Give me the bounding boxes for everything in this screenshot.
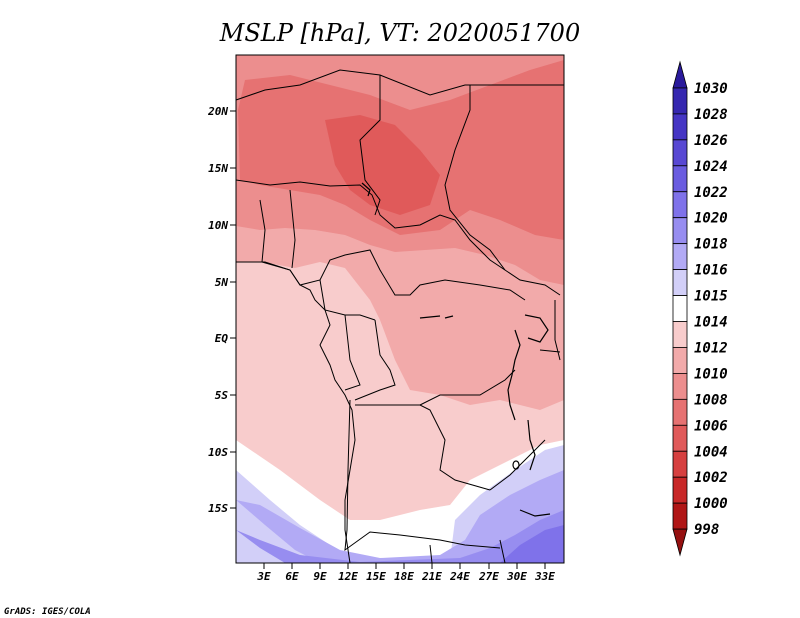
- lat-label-10n: 10N: [208, 219, 228, 232]
- colorbar-swatch: [672, 347, 688, 374]
- lat-label-10s: 10S: [208, 446, 228, 459]
- colorbar-level-label: 1004: [694, 444, 728, 460]
- lon-label-30e: 30E: [506, 570, 527, 583]
- colorbar-swatch: [672, 398, 688, 426]
- lon-label-24e: 24E: [449, 570, 470, 583]
- map-panel: 20N 15N 10N 5N EQ 5S 10S 15S 3E 6E 9E: [207, 54, 565, 583]
- grads-credit: GrADS: IGES/COLA: [4, 607, 91, 617]
- colorbar-level-label: 1016: [694, 263, 728, 279]
- lat-label-eq: EQ: [215, 332, 229, 345]
- lon-label-6e: 6E: [285, 570, 299, 583]
- lat-label-15s: 15S: [208, 502, 228, 515]
- colorbar-level-label: 1014: [694, 315, 728, 331]
- longitude-labels: 3E 6E 9E 12E 15E 18E 21E 24E 27E 30E 33E: [256, 570, 555, 583]
- colorbar-level-label: 1028: [694, 107, 728, 123]
- colorbar-swatch: [672, 165, 688, 193]
- colorbar-level-label: 1020: [694, 211, 728, 227]
- colorbar-level-label: 1024: [694, 159, 728, 175]
- colorbar-level-label: 1010: [694, 366, 728, 382]
- lon-label-18e: 18E: [394, 570, 414, 583]
- colorbar: 1030 1028 1026 1024 1022 1020 1018 1016 1015 1014…: [672, 60, 728, 557]
- lon-label-21e: 21E: [421, 570, 442, 583]
- latitude-ticks: [230, 110, 236, 509]
- latitude-labels: 20N 15N 10N 5N EQ 5S 10S 15S: [207, 105, 228, 515]
- colorbar-swatch: [672, 217, 688, 245]
- coastline: [236, 261, 356, 564]
- lon-label-3e: 3E: [256, 570, 271, 583]
- lon-label-33e: 33E: [534, 570, 555, 583]
- figure-title: MSLP [hPa], VT: 2020051700: [219, 19, 580, 47]
- map-frame: [235, 54, 565, 564]
- colorbar-level-label: 1006: [694, 418, 728, 434]
- lat-label-20n: 20N: [207, 105, 228, 118]
- colorbar-swatch: [672, 295, 688, 322]
- colorbar-level-label: 1018: [694, 237, 728, 253]
- colorbar-level-label: 1000: [694, 496, 728, 512]
- colorbar-level-label: 998: [694, 522, 719, 538]
- colorbar-level-label: 1015: [694, 289, 728, 305]
- colorbar-swatch: [672, 372, 688, 400]
- lat-label-5n: 5N: [215, 276, 229, 289]
- colorbar-swatch: [672, 502, 688, 530]
- colorbar-swatch: [672, 450, 688, 478]
- lon-label-15e: 15E: [366, 570, 386, 583]
- colorbar-level-label: 1002: [694, 470, 728, 486]
- pressure-1016-region: [236, 470, 564, 563]
- lat-label-5s: 5S: [215, 389, 229, 402]
- colorbar-swatch: [672, 321, 688, 348]
- colorbar-swatch: [672, 113, 688, 141]
- colorbar-level-label: 1030: [694, 81, 728, 97]
- lakes: [361, 182, 551, 517]
- longitude-ticks: [263, 563, 546, 569]
- colorbar-level-label: 1026: [694, 133, 728, 149]
- colorbar-swatch: [672, 528, 688, 557]
- colorbar-swatch: [672, 269, 688, 296]
- colorbar-level-label: 1022: [694, 185, 728, 201]
- colorbar-swatch: [672, 424, 688, 452]
- lon-label-27e: 27E: [478, 570, 499, 583]
- colorbar-swatch: [672, 87, 688, 115]
- colorbar-swatch: [672, 476, 688, 504]
- lat-label-15n: 15N: [208, 162, 228, 175]
- colorbar-level-label: 1012: [694, 340, 728, 356]
- colorbar-swatch: [672, 243, 688, 270]
- pressure-1004-region: [325, 115, 440, 215]
- lon-label-9e: 9E: [313, 570, 327, 583]
- country-borders: [235, 69, 564, 564]
- colorbar-level-label: 1008: [694, 392, 728, 408]
- pressure-1020-region: [500, 525, 564, 563]
- colorbar-swatch: [672, 60, 688, 89]
- lon-label-12e: 12E: [338, 570, 358, 583]
- colorbar-swatch: [672, 191, 688, 219]
- colorbar-swatch: [672, 139, 688, 167]
